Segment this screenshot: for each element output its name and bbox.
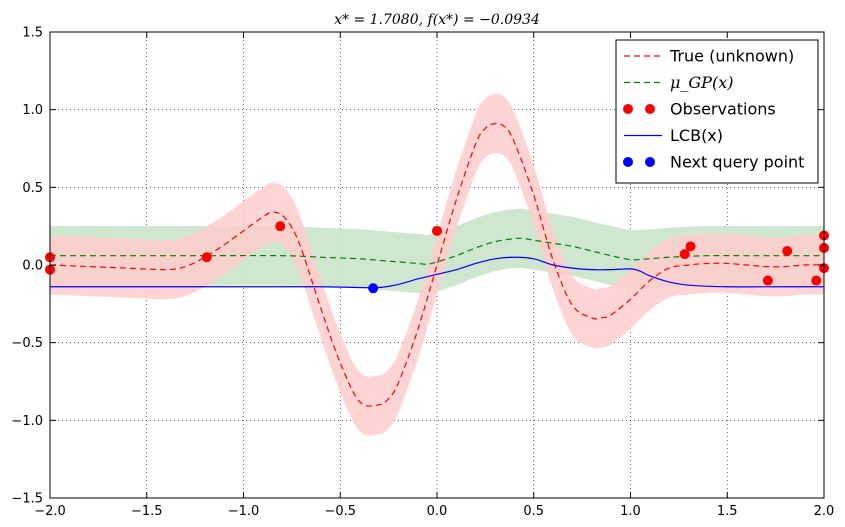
- legend-observations-swatch: [623, 104, 633, 114]
- confidence-bands: [50, 94, 824, 436]
- axis-ticks: −2.0 −1.5 −1.0 −0.5 0.0 0.5 1.0 1.5 2.0−1.5−1.0−…: [11, 26, 834, 520]
- y-tick-label: −1.0: [11, 414, 43, 429]
- legend-observations-swatch: [645, 104, 655, 114]
- legend-true-function: True (unknown): [624, 47, 794, 66]
- x-tick-label: −1.0: [228, 504, 260, 519]
- observation-point: [811, 275, 822, 286]
- observation-point: [275, 221, 286, 232]
- y-tick-label: −1.5: [11, 492, 43, 507]
- y-tick-label: 0.5: [22, 181, 43, 196]
- legend-next-query-swatch: [645, 157, 655, 167]
- observation-point: [685, 241, 696, 252]
- x-tick-label: 0.5: [523, 504, 544, 519]
- x-tick-label: −0.5: [324, 504, 356, 519]
- observation-point: [762, 275, 773, 286]
- y-tick-label: 1.0: [22, 103, 43, 118]
- observation-point: [679, 249, 690, 260]
- x-tick-label: −1.5: [131, 504, 163, 519]
- chart-title: x* = 1.7080, f(x*) = −0.0934: [334, 12, 540, 28]
- legend-next-query-swatch: [623, 157, 633, 167]
- x-tick-label: 1.0: [620, 504, 641, 519]
- x-tick-label: 0.0: [427, 504, 448, 519]
- y-tick-label: 0.0: [22, 259, 43, 274]
- legend: True (unknown) μ_GP(x) Observations LCB(x) N…: [615, 39, 819, 184]
- observation-point: [201, 252, 212, 263]
- gp-mean-line: [49, 237, 824, 265]
- series-lines: [49, 122, 825, 407]
- legend-true-function-label: True (unknown): [669, 47, 794, 66]
- legend-observations: Observations: [623, 100, 776, 119]
- x-tick-label: 1.5: [717, 504, 738, 519]
- true-function-band: [50, 94, 824, 436]
- legend-next-query: Next query point: [623, 153, 804, 172]
- observation-point: [432, 225, 442, 236]
- x-tick-label: −2.0: [34, 504, 66, 519]
- legend-observations-label: Observations: [670, 100, 776, 119]
- x-tick-label: 2.0: [814, 504, 835, 519]
- legend-next-query-label: Next query point: [670, 153, 804, 172]
- y-tick-label: −0.5: [11, 336, 43, 351]
- legend-lcb-label: LCB(x): [670, 126, 723, 145]
- next-query-point: [368, 283, 379, 294]
- lcb-line: [50, 256, 825, 289]
- observation-point: [782, 246, 793, 257]
- legend-gp-mean: μ_GP(x): [624, 73, 733, 92]
- legend-lcb: LCB(x): [624, 126, 723, 145]
- y-tick-label: 1.5: [22, 26, 43, 41]
- true-function-line: [49, 122, 825, 407]
- legend-gp-mean-label: μ_GP(x): [670, 73, 733, 92]
